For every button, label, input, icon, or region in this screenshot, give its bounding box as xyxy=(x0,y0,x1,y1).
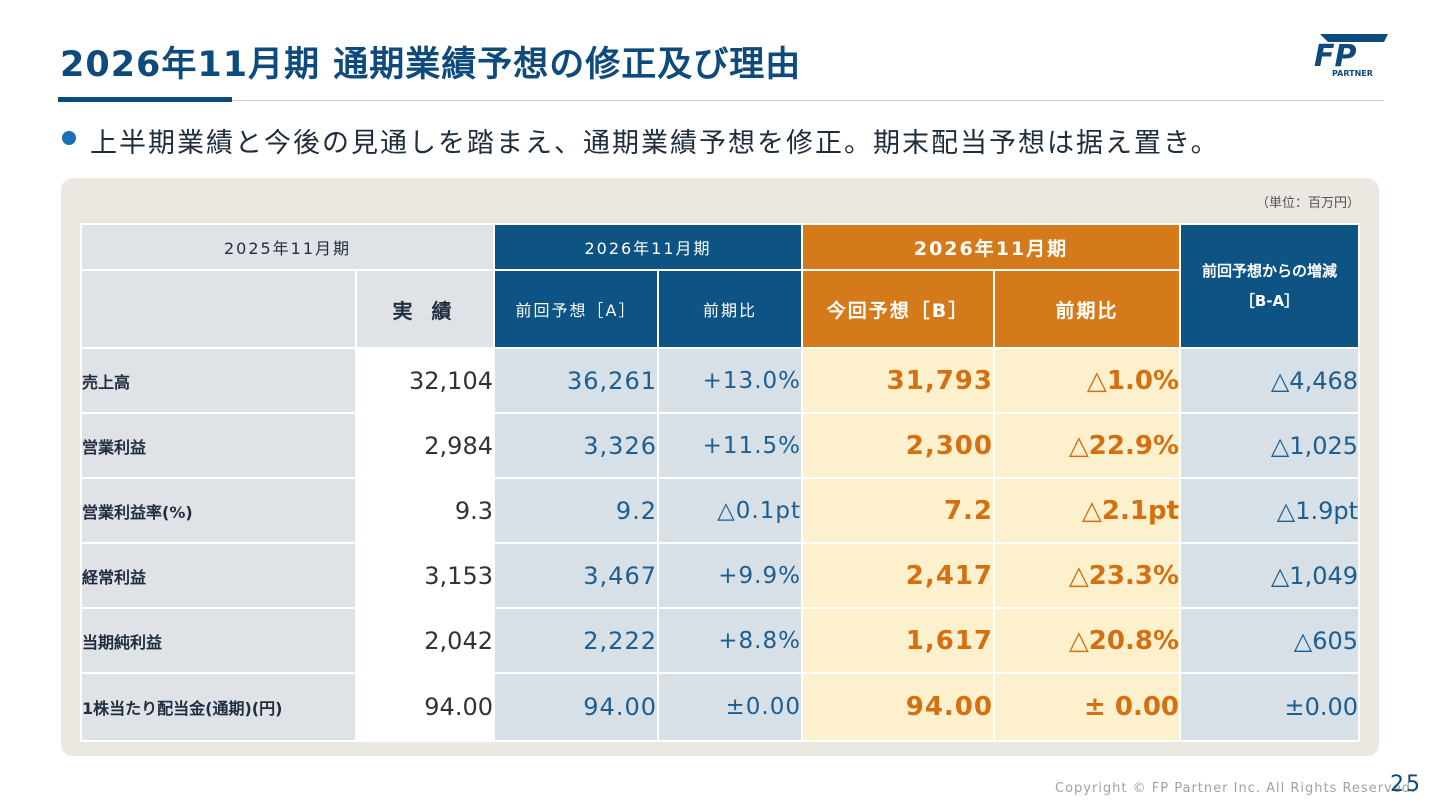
company-logo: FP PARTNER xyxy=(1314,34,1388,78)
prev-forecast-value: 2,222 xyxy=(493,607,659,674)
header-blank xyxy=(80,269,357,349)
unit-label: （単位：百万円） xyxy=(1255,196,1360,211)
logo-mark-text: FP xyxy=(1314,39,1356,74)
diff-value: △1,049 xyxy=(1179,542,1361,609)
header-prev-yoy: 前期比 xyxy=(657,269,803,349)
diff-value: △605 xyxy=(1179,607,1361,674)
header-diff-line2: ［B-A］ xyxy=(1239,292,1300,310)
prev-forecast-value: 94.00 xyxy=(493,672,659,742)
diff-value: △4,468 xyxy=(1179,347,1361,414)
cur-yoy-value: △22.9% xyxy=(992,412,1182,479)
slide-title: 2026年11月期 通期業績予想の修正及び理由 xyxy=(60,45,802,85)
table-row: 売上高 32,104 36,261 +13.0% 31,793 △1.0% △4… xyxy=(80,347,1361,414)
prev-yoy-value: +13.0% xyxy=(657,347,803,414)
header-prev-forecast: 前回予想［A］ xyxy=(493,269,659,349)
header-diff: 前回予想からの増減 ［B-A］ xyxy=(1179,223,1361,349)
bullet-dot xyxy=(62,131,76,145)
actual-value: 9.3 xyxy=(355,477,495,544)
table-row: 当期純利益 2,042 2,222 +8.8% 1,617 △20.8% △60… xyxy=(80,607,1361,674)
copyright-text: Copyright © FP Partner Inc. All Rights R… xyxy=(1055,781,1417,796)
prev-forecast-value: 3,467 xyxy=(493,542,659,609)
lead-text: 上半期業績と今後の見通しを踏まえ、通期業績予想を修正。期末配当予想は据え置き。 xyxy=(90,128,1220,159)
diff-value: ±0.00 xyxy=(1179,672,1361,742)
header-diff-line1: 前回予想からの増減 xyxy=(1202,262,1338,280)
page-number: 25 xyxy=(1390,772,1422,797)
actual-value: 2,984 xyxy=(355,412,495,479)
forecast-table: 2025年11月期 2026年11月期 2026年11月期 前回予想からの増減 … xyxy=(80,223,1361,742)
header-cur-yoy: 前期比 xyxy=(992,269,1182,349)
table-row: 1株当たり配当金(通期)(円) 94.00 94.00 ±0.00 94.00 … xyxy=(80,672,1361,742)
row-label: 経常利益 xyxy=(80,542,357,609)
prev-yoy-value: +11.5% xyxy=(657,412,803,479)
prev-yoy-value: △0.1pt xyxy=(657,477,803,544)
cur-yoy-value: ± 0.00 xyxy=(992,672,1182,742)
actual-value: 32,104 xyxy=(355,347,495,414)
cur-forecast-value: 2,417 xyxy=(801,542,995,609)
prev-forecast-value: 36,261 xyxy=(493,347,659,414)
prev-yoy-value: +8.8% xyxy=(657,607,803,674)
cur-forecast-value: 1,617 xyxy=(801,607,995,674)
cur-forecast-value: 7.2 xyxy=(801,477,995,544)
diff-value: △1,025 xyxy=(1179,412,1361,479)
prev-forecast-value: 9.2 xyxy=(493,477,659,544)
header-cur-forecast: 今回予想［B］ xyxy=(801,269,995,349)
table-row: 営業利益率(%) 9.3 9.2 △0.1pt 7.2 △2.1pt △1.9p… xyxy=(80,477,1361,544)
table-row: 経常利益 3,153 3,467 +9.9% 2,417 △23.3% △1,0… xyxy=(80,542,1361,609)
title-divider xyxy=(58,100,1384,101)
prev-forecast-value: 3,326 xyxy=(493,412,659,479)
title-accent-bar xyxy=(58,97,232,102)
prev-yoy-value: +9.9% xyxy=(657,542,803,609)
cur-yoy-value: △23.3% xyxy=(992,542,1182,609)
row-label: 1株当たり配当金(通期)(円) xyxy=(80,672,357,742)
actual-value: 2,042 xyxy=(355,607,495,674)
header-fy2025: 2025年11月期 xyxy=(80,223,495,271)
table-row: 営業利益 2,984 3,326 +11.5% 2,300 △22.9% △1,… xyxy=(80,412,1361,479)
cur-forecast-value: 2,300 xyxy=(801,412,995,479)
row-label: 営業利益率(%) xyxy=(80,477,357,544)
header-actual: 実 績 xyxy=(355,269,495,349)
actual-value: 3,153 xyxy=(355,542,495,609)
header-fy2026-prev: 2026年11月期 xyxy=(493,223,803,271)
row-label: 売上高 xyxy=(80,347,357,414)
actual-value: 94.00 xyxy=(355,672,495,742)
cur-forecast-value: 94.00 xyxy=(801,672,995,742)
prev-yoy-value: ±0.00 xyxy=(657,672,803,742)
cur-yoy-value: △2.1pt xyxy=(992,477,1182,544)
cur-yoy-value: △20.8% xyxy=(992,607,1182,674)
diff-value: △1.9pt xyxy=(1179,477,1361,544)
cur-yoy-value: △1.0% xyxy=(992,347,1182,414)
logo-subtext: PARTNER xyxy=(1332,69,1373,78)
header-fy2026-cur: 2026年11月期 xyxy=(800,223,1182,271)
row-label: 営業利益 xyxy=(80,412,357,479)
cur-forecast-value: 31,793 xyxy=(801,347,995,414)
row-label: 当期純利益 xyxy=(80,607,357,674)
